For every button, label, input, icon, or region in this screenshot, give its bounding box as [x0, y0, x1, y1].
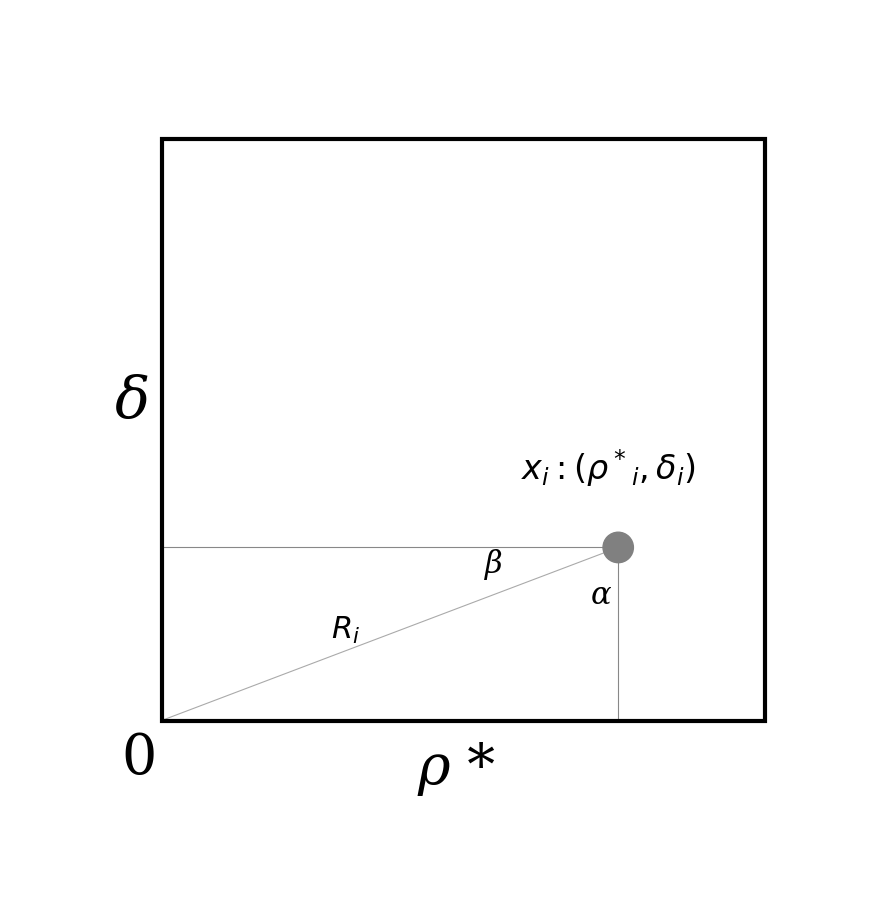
Text: $x_i : (\rho^*{}_i, \delta_i)$: $x_i : (\rho^*{}_i, \delta_i)$ — [521, 447, 695, 489]
Text: $R_i$: $R_i$ — [331, 615, 360, 646]
Circle shape — [603, 532, 634, 563]
Bar — [162, 139, 765, 720]
Text: ρ *: ρ * — [417, 742, 495, 797]
Text: β: β — [485, 549, 503, 580]
Text: α: α — [591, 581, 611, 611]
Text: δ: δ — [115, 374, 150, 431]
Text: 0: 0 — [121, 731, 157, 786]
